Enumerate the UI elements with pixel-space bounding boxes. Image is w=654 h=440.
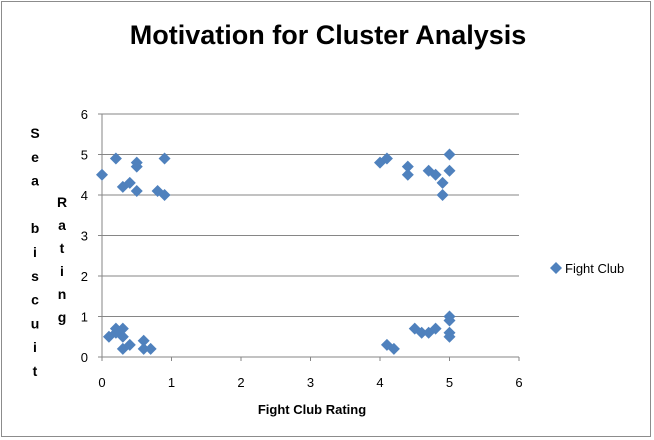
legend-label: Fight Club <box>565 261 624 276</box>
y-label-letter: u <box>31 315 40 331</box>
x-tick-label: 2 <box>237 375 244 390</box>
data-point-diamond <box>158 189 171 201</box>
y-label-letter: s <box>31 268 39 284</box>
data-point-diamond <box>144 342 157 355</box>
data-point-diamond <box>116 180 129 193</box>
x-tick-label: 4 <box>376 375 383 390</box>
y-label-letter: a <box>31 173 39 189</box>
data-point-diamond <box>443 164 456 177</box>
x-axis-label: Fight Club Rating <box>258 402 366 417</box>
y-label-letter: i <box>60 263 64 279</box>
y-tick-label: 6 <box>81 107 88 122</box>
y-label-letter: R <box>57 194 67 210</box>
data-point-diamond <box>380 152 393 165</box>
data-point-diamond <box>109 322 122 335</box>
y-tick-label: 5 <box>81 148 88 163</box>
data-point-diamond <box>443 330 456 343</box>
y-label-letter: i <box>33 339 37 355</box>
y-label-letter: g <box>58 309 67 325</box>
data-point-diamond <box>96 168 108 181</box>
y-label-letter: a <box>58 217 66 233</box>
x-axis-ticks: 0 1 2 3 4 5 6 <box>98 357 523 390</box>
legend-marker-diamond <box>550 262 562 274</box>
data-point-diamond <box>137 334 150 347</box>
data-points <box>96 148 456 355</box>
data-point-diamond <box>436 189 449 201</box>
y-tick-label: 4 <box>81 188 88 203</box>
data-point-diamond <box>443 314 456 327</box>
y-tick-label: 2 <box>81 269 88 284</box>
y-label-letter: c <box>31 292 39 308</box>
y-tick-label: 3 <box>81 229 88 244</box>
y-label-letter: n <box>58 286 67 302</box>
data-point-diamond <box>116 322 129 335</box>
data-point-diamond <box>123 176 136 189</box>
legend: Fight Club <box>550 261 624 276</box>
y-label-letter: S <box>30 125 39 141</box>
data-point-diamond <box>436 176 449 189</box>
data-point-diamond <box>137 342 150 355</box>
data-point-diamond <box>130 184 143 197</box>
y-axis-label-rating: Rating <box>57 194 67 325</box>
data-point-diamond <box>130 156 143 169</box>
gridlines <box>102 113 519 317</box>
data-point-diamond <box>401 168 414 181</box>
data-point-diamond <box>116 342 129 355</box>
data-point-diamond <box>116 330 129 343</box>
x-tick-label: 0 <box>98 375 105 390</box>
y-label-letter: e <box>31 149 39 165</box>
x-tick-label: 1 <box>168 375 175 390</box>
x-tick-label: 6 <box>515 375 522 390</box>
y-label-letter: b <box>31 220 40 236</box>
x-tick-label: 5 <box>446 375 453 390</box>
y-tick-label: 0 <box>81 350 88 365</box>
x-tick-label: 3 <box>307 375 314 390</box>
data-point-diamond <box>109 152 122 165</box>
data-point-diamond <box>415 326 428 339</box>
chart-title: Motivation for Cluster Analysis <box>130 20 527 50</box>
y-axis-ticks: 0 1 2 3 4 5 6 <box>81 107 102 365</box>
y-label-letter: t <box>60 240 65 256</box>
y-label-letter: t <box>33 363 38 379</box>
data-point-diamond <box>401 160 414 173</box>
y-tick-label: 1 <box>81 310 88 325</box>
data-point-diamond <box>387 342 400 355</box>
data-point-diamond <box>429 168 442 181</box>
data-point-diamond <box>123 338 136 351</box>
data-point-diamond <box>443 148 456 161</box>
data-point-diamond <box>429 322 442 335</box>
data-point-diamond <box>158 152 171 165</box>
y-label-letter: i <box>33 244 37 260</box>
